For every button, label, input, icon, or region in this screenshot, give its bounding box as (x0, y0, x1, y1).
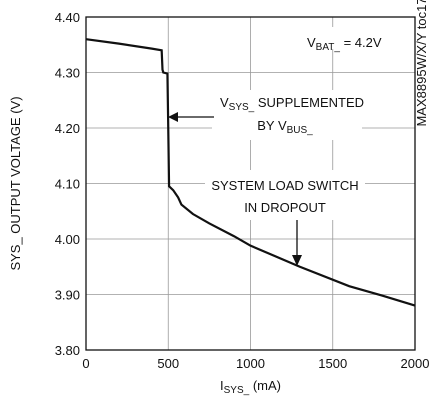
x-tick-label: 2000 (401, 356, 430, 371)
y-tick-label: 4.30 (55, 66, 80, 81)
annotation-part: SUPPLEMENTED (254, 95, 364, 110)
annotation-part: BY V (257, 118, 287, 133)
arrowhead (292, 255, 302, 266)
side-note: MAX8895W/X/Y toc17 (414, 0, 429, 127)
annotation: BY VBUS_ (257, 118, 313, 136)
data-line (85, 38, 416, 307)
arrowhead (168, 112, 178, 122)
annotation-background (205, 170, 365, 220)
plot-frame (85, 16, 416, 351)
y-axis-label: SYS_ OUTPUT VOLTAGE (V) (8, 96, 23, 270)
y-tick-label: 4.40 (55, 10, 80, 25)
x-axis-label-part: SYS_ (224, 385, 250, 396)
annotation: SYSTEM LOAD SWITCH (211, 178, 358, 193)
annotation-background (300, 27, 410, 49)
annotation-part: SYSTEM LOAD SWITCH (211, 178, 358, 193)
annotation-part: IN DROPOUT (244, 200, 326, 215)
annotation-background (212, 90, 362, 140)
x-axis-label-part: I (220, 378, 224, 393)
x-tick-label: 1000 (236, 356, 265, 371)
annotation-part: = 4.2V (340, 35, 382, 50)
annotation: VBAT_ = 4.2V (307, 35, 382, 53)
x-tick-label: 500 (157, 356, 179, 371)
annotation: IN DROPOUT (244, 200, 326, 215)
annotation-part: BAT_ (316, 42, 341, 53)
annotation-part: SYS_ (229, 102, 255, 113)
y-tick-label: 4.20 (55, 121, 80, 136)
y-tick-label: 4.00 (55, 232, 80, 247)
x-tick-label: 1500 (318, 356, 347, 371)
annotation: VSYS_ SUPPLEMENTED (220, 95, 364, 113)
y-tick-label: 4.10 (55, 177, 80, 192)
y-tick-label: 3.80 (55, 343, 80, 358)
x-axis-label: ISYS_ (mA) (220, 378, 281, 396)
annotation-part: V (307, 35, 316, 50)
x-tick-label: 0 (82, 356, 89, 371)
x-axis-label-part: (mA) (249, 378, 281, 393)
annotation-part: BUS_ (287, 125, 314, 136)
annotation-part: V (220, 95, 229, 110)
y-tick-label: 3.90 (55, 288, 80, 303)
